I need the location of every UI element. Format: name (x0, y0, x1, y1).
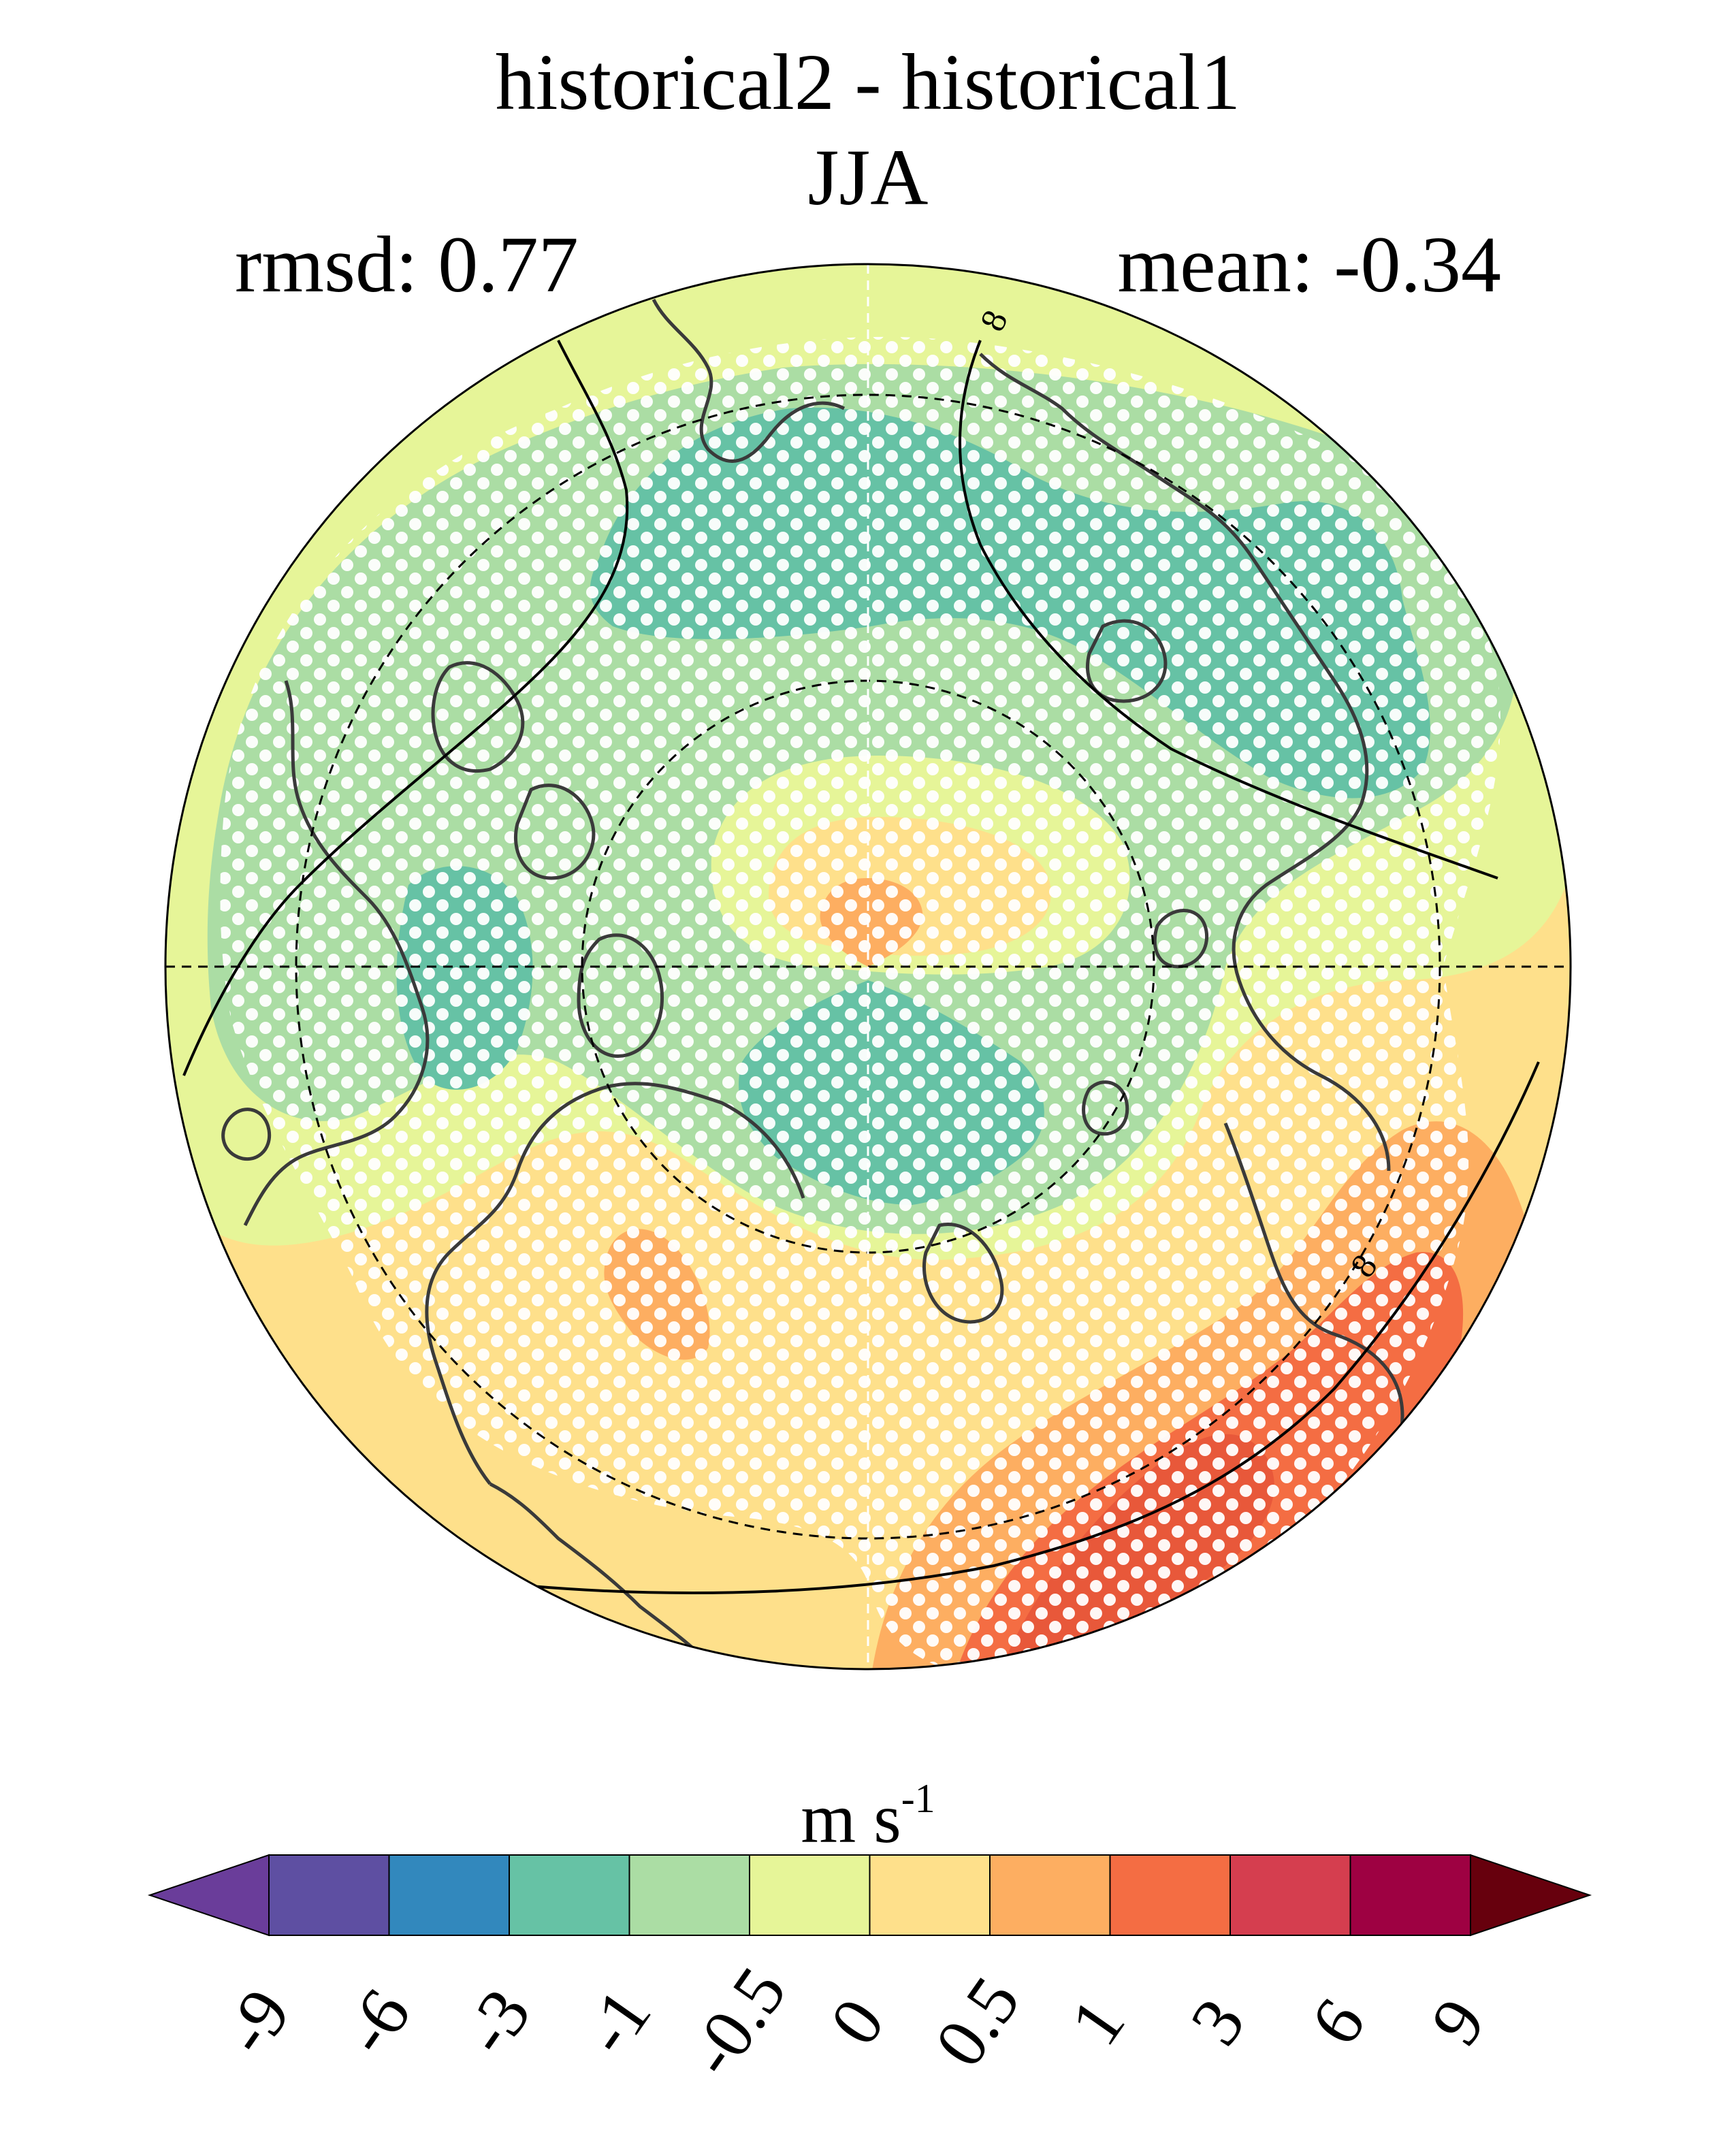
colorbar-tick-label: 9 (1416, 1985, 1500, 2059)
rmsd-label: rmsd: 0.77 (235, 220, 579, 309)
map-title: historical2 - historical1 (495, 37, 1241, 127)
colorbar-segment (268, 1854, 390, 1936)
colorbar-tick-label: -0.5 (673, 1954, 801, 2091)
colorbar-tick-label: 0 (815, 1985, 899, 2059)
colorbar-tick-label: -1 (568, 1975, 666, 2069)
colorbar-under-triangle (147, 1854, 270, 1937)
colorbar-segment (749, 1854, 871, 1936)
colorbar-segment (869, 1854, 991, 1936)
colorbar-segment (628, 1854, 750, 1936)
colorbar-tick-label: -9 (208, 1975, 306, 2069)
colorbar-tick-label: 1 (1055, 1985, 1140, 2059)
colorbar-segment (388, 1854, 510, 1936)
colorbar-over-triangle (1470, 1854, 1592, 1937)
colorbar-tick-label: -3 (448, 1975, 546, 2069)
colorbar-tick-label: -6 (327, 1975, 425, 2069)
colorbar-tick-label: 6 (1296, 1985, 1380, 2059)
colorbar-segment (1109, 1854, 1231, 1936)
contour-lines (182, 340, 1540, 1594)
colorbar-segment (509, 1854, 630, 1936)
colorbar-segment (1229, 1854, 1351, 1936)
mean-label: mean: -0.34 (1117, 220, 1501, 309)
colorbar-tick-label: 0.5 (920, 1963, 1035, 2080)
colorbar-segment (989, 1854, 1111, 1936)
season-label: JJA (807, 133, 929, 222)
colorbar-units: m s-1 (0, 1778, 1736, 1854)
map-boundary (164, 263, 1572, 1671)
colorbar-segment (1349, 1854, 1471, 1936)
colorbar: -9 -6 -3 -1 -0.5 0 0.5 1 3 6 9 (147, 1854, 1592, 2091)
units-base: m s (801, 1779, 901, 1858)
colorbar-tick-label: 3 (1176, 1985, 1260, 2059)
units-exponent: -1 (901, 1776, 935, 1821)
